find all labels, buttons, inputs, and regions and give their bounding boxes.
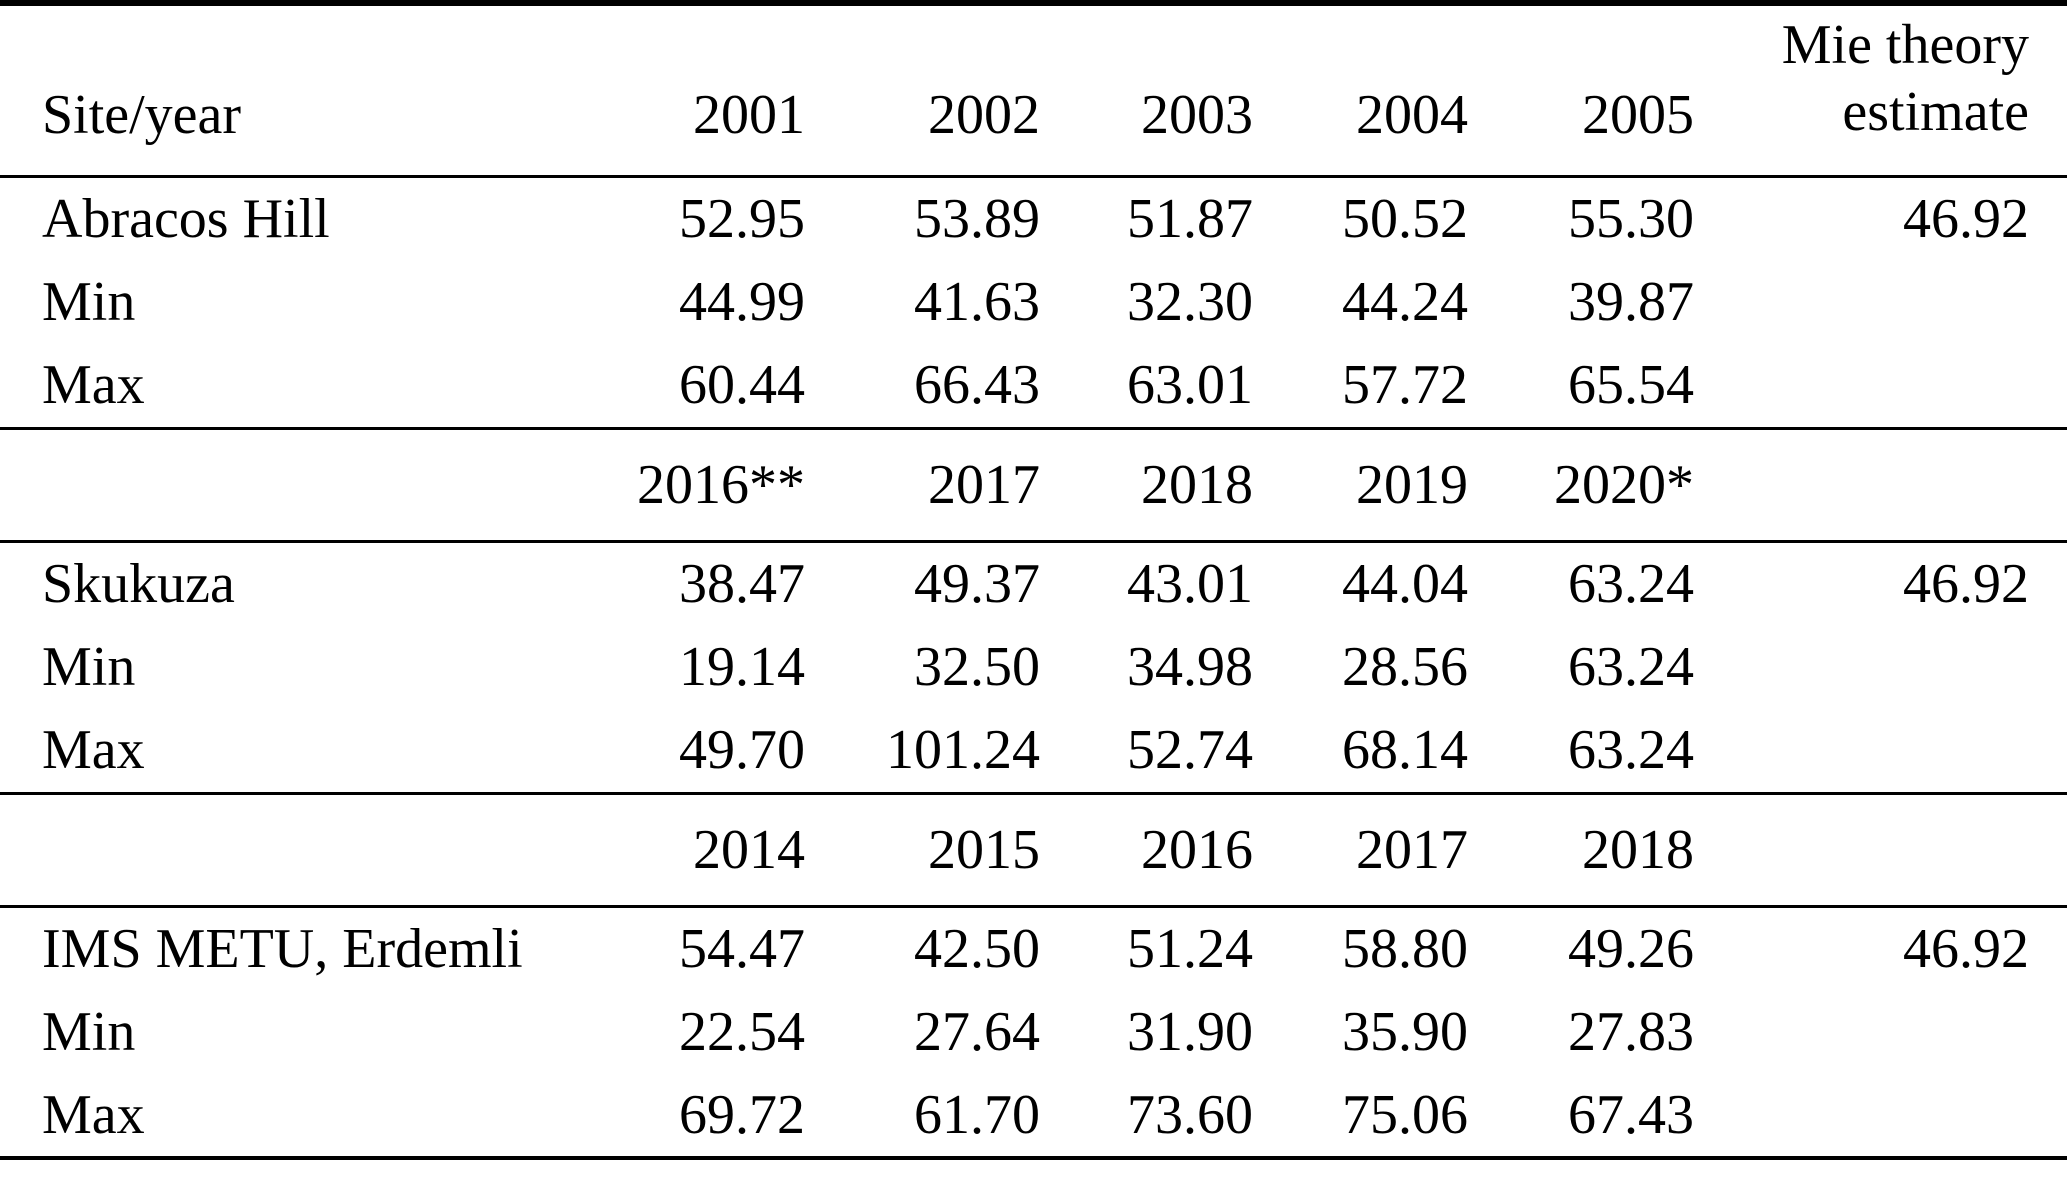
mie-header-line1: Mie theory bbox=[1781, 14, 2029, 77]
value-cell: 49.26 bbox=[1568, 917, 1694, 980]
value-cell: 65.54 bbox=[1468, 344, 1694, 430]
subheader-year-col5: 2018 bbox=[1468, 793, 1694, 908]
value-cell: 28.56 bbox=[1342, 636, 1468, 698]
value-cell: 51.87 bbox=[1127, 187, 1253, 250]
subheader-year-col1: 2014 bbox=[590, 793, 805, 908]
value-cell: 68.14 bbox=[1253, 709, 1468, 795]
header-year-col2: 2002 bbox=[805, 3, 1040, 178]
value-cell: 101.24 bbox=[805, 709, 1040, 795]
value-cell: 22.54 bbox=[679, 1001, 805, 1063]
header-mie-estimate: Mie theory estimate bbox=[1694, 3, 2067, 178]
value-cell: 44.99 bbox=[679, 271, 805, 333]
value-cell: 63.24 bbox=[1568, 552, 1694, 615]
site-name: Skukuza bbox=[42, 552, 235, 615]
value-cell: 67.43 bbox=[1568, 1084, 1694, 1146]
empty-cell bbox=[1694, 793, 2067, 908]
empty-cell bbox=[0, 428, 590, 543]
value-cell: 38.47 bbox=[679, 552, 805, 615]
value-cell: 49.70 bbox=[590, 709, 805, 795]
row-label-min: Min bbox=[42, 271, 136, 333]
value-cell: 44.24 bbox=[1342, 271, 1468, 333]
subheader-year-col5: 2020* bbox=[1468, 428, 1694, 543]
empty-cell bbox=[1694, 709, 2067, 795]
value-cell: 19.14 bbox=[679, 636, 805, 698]
year-subheader-row-skukuza: 2016** 2017 2018 2019 2020* bbox=[0, 428, 2067, 543]
value-cell: 75.06 bbox=[1342, 1084, 1468, 1146]
row-label-min: Min bbox=[42, 1001, 136, 1063]
row-erdemli-min: Min 22.54 27.64 31.90 35.90 27.83 bbox=[0, 990, 2067, 1074]
subheader-year-col4: 2017 bbox=[1253, 793, 1468, 908]
value-cell: 27.64 bbox=[914, 1001, 1040, 1063]
row-erdemli-max: Max 69.72 61.70 73.60 75.06 67.43 bbox=[0, 1074, 2067, 1158]
value-cell: 50.52 bbox=[1342, 187, 1468, 250]
value-cell: 66.43 bbox=[805, 344, 1040, 430]
value-cell: 42.50 bbox=[914, 917, 1040, 980]
empty-cell bbox=[1694, 1074, 2067, 1158]
header-year-col3: 2003 bbox=[1040, 3, 1253, 178]
value-cell: 32.50 bbox=[914, 636, 1040, 698]
value-cell: 63.01 bbox=[1040, 344, 1253, 430]
subheader-year-col2: 2015 bbox=[805, 793, 1040, 908]
empty-cell bbox=[1694, 625, 2067, 709]
row-skukuza-min: Min 19.14 32.50 34.98 28.56 63.24 bbox=[0, 625, 2067, 709]
row-abracos-hill-mean: Abracos Hill 52.95 53.89 51.87 50.52 55.… bbox=[0, 176, 2067, 260]
header-year-col4: 2004 bbox=[1253, 3, 1468, 178]
row-label-max: Max bbox=[0, 709, 590, 795]
subheader-year-col4: 2019 bbox=[1253, 428, 1468, 543]
header-year-col1: 2001 bbox=[590, 3, 805, 178]
value-cell: 32.30 bbox=[1127, 271, 1253, 333]
value-cell: 39.87 bbox=[1568, 271, 1694, 333]
empty-cell bbox=[1694, 428, 2067, 543]
site-name: Abracos Hill bbox=[42, 187, 330, 250]
row-abracos-hill-max: Max 60.44 66.43 63.01 57.72 65.54 bbox=[0, 344, 2067, 430]
row-label-min: Min bbox=[42, 636, 136, 698]
table-header-row: Site/year 2001 2002 2003 2004 2005 Mie t… bbox=[0, 3, 2067, 178]
empty-cell bbox=[1694, 344, 2067, 430]
value-cell: 44.04 bbox=[1342, 552, 1468, 615]
value-cell: 41.63 bbox=[914, 271, 1040, 333]
subheader-year-col1: 2016** bbox=[590, 428, 805, 543]
value-cell: 73.60 bbox=[1127, 1084, 1253, 1146]
subheader-year-col3: 2018 bbox=[1040, 428, 1253, 543]
site-name: IMS METU, Erdemli bbox=[42, 917, 523, 980]
value-cell: 61.70 bbox=[914, 1084, 1040, 1146]
mie-value-cell: 46.92 bbox=[1903, 187, 2029, 250]
row-label-max: Max bbox=[0, 344, 590, 430]
row-skukuza-mean: Skukuza 38.47 49.37 43.01 44.04 63.24 46… bbox=[0, 541, 2067, 625]
value-cell: 55.30 bbox=[1568, 187, 1694, 250]
header-site-year: Site/year bbox=[0, 3, 590, 178]
value-cell: 35.90 bbox=[1342, 1001, 1468, 1063]
mie-value-cell: 46.92 bbox=[1903, 552, 2029, 615]
mie-value-cell: 46.92 bbox=[1903, 917, 2029, 980]
value-cell: 34.98 bbox=[1127, 636, 1253, 698]
value-cell: 53.89 bbox=[914, 187, 1040, 250]
year-subheader-row-erdemli: 2014 2015 2016 2017 2018 bbox=[0, 793, 2067, 908]
mie-header-line2: estimate bbox=[1842, 81, 2029, 144]
empty-cell bbox=[1694, 990, 2067, 1074]
value-cell: 63.24 bbox=[1568, 636, 1694, 698]
value-cell: 69.72 bbox=[679, 1084, 805, 1146]
subheader-year-col3: 2016 bbox=[1040, 793, 1253, 908]
empty-cell bbox=[1694, 260, 2067, 344]
value-cell: 58.80 bbox=[1342, 917, 1468, 980]
subheader-year-col2: 2017 bbox=[805, 428, 1040, 543]
value-cell: 52.95 bbox=[679, 187, 805, 250]
value-cell: 49.37 bbox=[914, 552, 1040, 615]
value-cell: 31.90 bbox=[1127, 1001, 1253, 1063]
header-year-col5: 2005 bbox=[1468, 3, 1694, 178]
value-cell: 43.01 bbox=[1127, 552, 1253, 615]
value-cell: 27.83 bbox=[1568, 1001, 1694, 1063]
value-cell: 57.72 bbox=[1253, 344, 1468, 430]
value-cell: 60.44 bbox=[590, 344, 805, 430]
row-skukuza-max: Max 49.70 101.24 52.74 68.14 63.24 bbox=[0, 709, 2067, 795]
row-erdemli-mean: IMS METU, Erdemli 54.47 42.50 51.24 58.8… bbox=[0, 906, 2067, 990]
row-label-max: Max bbox=[42, 1084, 145, 1146]
row-abracos-hill-min: Min 44.99 41.63 32.30 44.24 39.87 bbox=[0, 260, 2067, 344]
empty-cell bbox=[0, 793, 590, 908]
value-cell: 51.24 bbox=[1127, 917, 1253, 980]
value-cell: 63.24 bbox=[1468, 709, 1694, 795]
value-cell: 54.47 bbox=[679, 917, 805, 980]
value-cell: 52.74 bbox=[1040, 709, 1253, 795]
